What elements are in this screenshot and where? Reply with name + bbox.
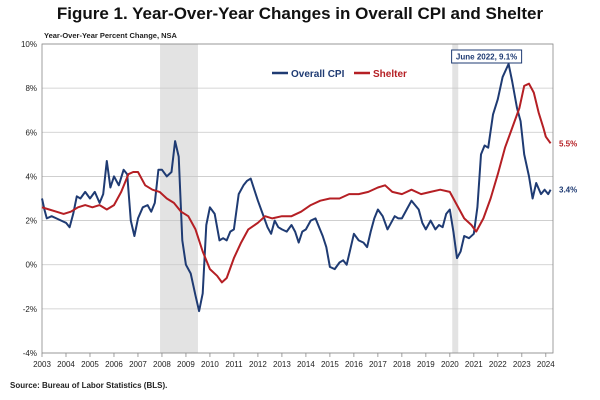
y-tick-label: 4% xyxy=(25,172,37,181)
end-label: 3.4% xyxy=(559,186,577,195)
annotation-box xyxy=(451,49,523,64)
y-tick-label: -4% xyxy=(23,349,37,358)
y-tick-label: 10% xyxy=(21,40,37,49)
y-tick-label: 0% xyxy=(25,261,37,270)
x-tick-label: 2004 xyxy=(57,360,75,369)
x-tick-label: 2011 xyxy=(225,360,243,369)
x-tick-label: 2016 xyxy=(345,360,363,369)
legend-label: Shelter xyxy=(373,69,407,80)
x-tick-label: 2014 xyxy=(297,360,315,369)
x-tick-label: 2010 xyxy=(201,360,219,369)
x-tick-label: 2019 xyxy=(417,360,435,369)
x-tick-label: 2018 xyxy=(393,360,411,369)
x-tick-label: 2023 xyxy=(513,360,531,369)
x-tick-label: 2022 xyxy=(489,360,507,369)
x-tick-label: 2008 xyxy=(153,360,171,369)
x-tick-label: 2024 xyxy=(537,360,555,369)
legend-label: Overall CPI xyxy=(291,69,345,80)
x-tick-label: 2012 xyxy=(249,360,267,369)
chart-subtitle: Year-Over-Year Percent Change, NSA xyxy=(44,31,178,40)
x-tick-label: 2020 xyxy=(441,360,459,369)
plot-area xyxy=(42,44,553,353)
x-tick-label: 2021 xyxy=(465,360,483,369)
annotation-label: June 2022, 9.1% xyxy=(456,53,517,62)
x-tick-label: 2003 xyxy=(33,360,51,369)
y-tick-label: 8% xyxy=(25,84,37,93)
recession-band xyxy=(452,44,459,353)
series-line-overall-cpi xyxy=(41,62,552,313)
x-tick-label: 2013 xyxy=(273,360,291,369)
series-line-shelter xyxy=(41,82,552,284)
chart-title: Figure 1. Year-Over-Year Changes in Over… xyxy=(56,4,544,23)
x-tick-label: 2009 xyxy=(177,360,195,369)
x-tick-label: 2005 xyxy=(81,360,99,369)
y-tick-label: 6% xyxy=(25,128,37,137)
y-tick-label: 2% xyxy=(25,217,37,226)
end-label: 5.5% xyxy=(559,139,577,148)
x-tick-label: 2006 xyxy=(105,360,123,369)
x-tick-label: 2017 xyxy=(369,360,387,369)
x-tick-label: 2007 xyxy=(129,360,147,369)
y-tick-label: -2% xyxy=(23,305,37,314)
source-note: Source: Bureau of Labor Statistics (BLS)… xyxy=(10,381,168,390)
x-tick-label: 2015 xyxy=(321,360,339,369)
